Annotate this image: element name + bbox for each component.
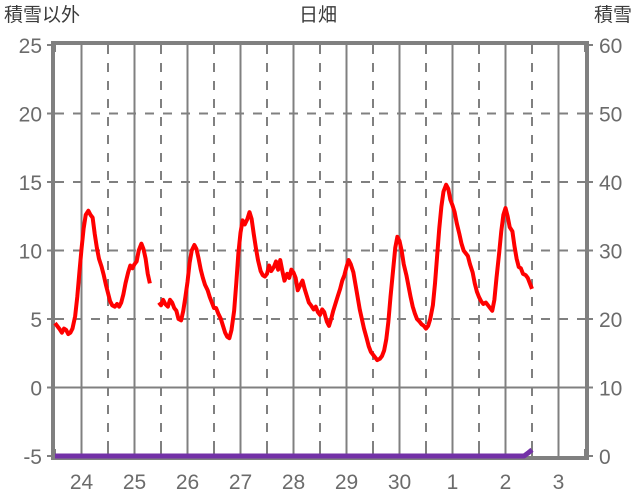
x-tick-label: 26: [176, 471, 199, 494]
x-tick-label: 25: [123, 471, 146, 494]
data-series: [53, 182, 534, 459]
left-tick-label: 10: [19, 241, 42, 264]
series-line-temperature: [53, 182, 534, 363]
right-axis-title: 積雪: [593, 5, 632, 26]
left-tick-label: 0: [30, 378, 42, 401]
horizontal-gridlines: [55, 112, 585, 389]
x-tick-label: 27: [229, 471, 252, 494]
left-tick-label: 5: [30, 309, 42, 332]
right-tick-label: 10: [599, 378, 622, 401]
right-tick-label: 60: [599, 35, 622, 58]
x-tick-label: 3: [553, 471, 565, 494]
right-tick-label: 40: [599, 172, 622, 195]
x-tick-label: 2: [500, 471, 512, 494]
series-line-snow: [55, 447, 534, 459]
x-axis-tick-labels: 24 25 26 27 28 29 30 1 2 3: [70, 471, 565, 494]
left-tick-label: 20: [19, 104, 42, 127]
left-tick-label: 25: [19, 35, 42, 58]
left-axis-tick-labels: -5 0 5 10 15 20 25: [19, 35, 42, 469]
right-tick-label: 20: [599, 309, 622, 332]
right-tick-label: 30: [599, 241, 622, 264]
left-tick-label: 15: [19, 172, 42, 195]
left-axis-title: 積雪以外: [4, 5, 81, 26]
right-tick-label: 50: [599, 104, 622, 127]
x-tick-label: 30: [388, 471, 411, 494]
x-tick-label: 24: [70, 471, 94, 494]
x-tick-label: 28: [282, 471, 305, 494]
chart-title: 日畑: [298, 5, 337, 26]
left-tick-label: -5: [23, 446, 42, 469]
x-tick-label: 1: [447, 471, 459, 494]
right-tick-label: 0: [599, 446, 611, 469]
right-axis-tick-labels: 0 10 20 30 40 50 60: [599, 35, 622, 469]
x-tick-label: 29: [335, 471, 358, 494]
